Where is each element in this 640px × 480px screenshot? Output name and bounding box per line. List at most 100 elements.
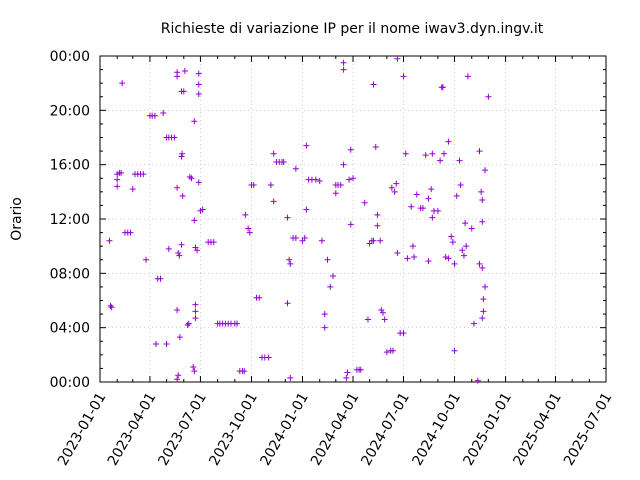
data-point (174, 69, 181, 76)
data-point (459, 247, 466, 254)
data-point (324, 256, 331, 263)
data-point (192, 308, 199, 315)
x-tick-label: 2024-01-01 (257, 390, 312, 468)
data-point (440, 150, 447, 157)
data-point (361, 199, 368, 206)
data-point (312, 176, 319, 183)
data-point (372, 144, 379, 151)
y-tick-label: 12:00 (50, 212, 90, 228)
data-point (107, 302, 114, 309)
x-tick-label: 2023-01-01 (55, 390, 110, 468)
data-point (190, 364, 197, 371)
data-point (337, 182, 344, 189)
data-point (184, 321, 191, 328)
data-point (470, 320, 477, 327)
data-point (192, 315, 199, 322)
data-point (270, 150, 277, 157)
data-point (284, 214, 291, 221)
data-point (185, 320, 192, 327)
x-tick-label: 2023-04-01 (105, 390, 160, 468)
data-point (402, 150, 409, 157)
x-ticks: 2023-01-012023-04-012023-07-012023-10-01… (55, 390, 616, 468)
data-point (343, 374, 350, 381)
points (106, 55, 492, 384)
y-tick-label: 16:00 (50, 158, 90, 174)
data-point (478, 188, 485, 195)
data-point (160, 110, 167, 117)
data-point (195, 179, 202, 186)
data-point (350, 175, 356, 182)
data-point (301, 235, 308, 242)
data-point (179, 150, 186, 157)
data-point (364, 316, 371, 323)
data-point (327, 283, 334, 290)
data-point (391, 188, 398, 195)
data-point (192, 301, 199, 308)
data-point (468, 225, 475, 232)
data-point (176, 334, 183, 341)
data-point (357, 366, 364, 373)
data-point (429, 150, 436, 157)
data-point (393, 180, 400, 187)
data-point (242, 211, 249, 218)
x-tick-label: 2023-07-01 (155, 390, 210, 468)
data-point (460, 252, 467, 259)
data-point (191, 118, 198, 125)
data-point (370, 237, 377, 244)
data-point (318, 237, 325, 244)
data-point (437, 157, 444, 164)
data-point (153, 340, 160, 347)
data-point (428, 186, 435, 193)
data-point (292, 235, 299, 242)
data-point (464, 73, 471, 80)
data-point (347, 146, 354, 153)
data-point (265, 354, 272, 361)
data-point (192, 244, 199, 251)
data-point (157, 275, 164, 282)
data-point (195, 91, 202, 98)
data-point (140, 171, 147, 178)
data-point (280, 158, 287, 165)
data-point (340, 161, 347, 168)
data-point (449, 239, 456, 246)
data-point (174, 184, 181, 191)
data-point (413, 191, 420, 198)
data-point (479, 218, 486, 225)
data-point (400, 330, 407, 337)
data-point (180, 88, 187, 95)
data-point (439, 84, 446, 91)
data-point (191, 368, 198, 375)
data-point (344, 369, 351, 376)
data-point (114, 176, 121, 183)
data-point (245, 225, 252, 232)
data-point (425, 258, 432, 265)
data-point (175, 372, 182, 379)
data-point (370, 81, 377, 88)
y-tick-label: 20:00 (50, 103, 90, 119)
data-point (340, 66, 347, 73)
data-point (234, 320, 241, 327)
data-point (330, 273, 337, 280)
data-point (346, 176, 353, 183)
data-point (480, 296, 487, 303)
data-point (408, 203, 415, 210)
data-point (462, 220, 469, 227)
data-point (241, 368, 248, 375)
data-point (181, 67, 188, 74)
data-point (287, 374, 294, 381)
data-point (108, 304, 115, 311)
data-point (303, 206, 310, 213)
data-point (419, 205, 426, 212)
data-point (178, 153, 185, 160)
data-point (381, 316, 388, 323)
y-tick-label: 08:00 (50, 266, 90, 282)
data-point (270, 198, 277, 205)
data-point (106, 237, 113, 244)
data-point (163, 340, 170, 347)
y-tick-label: 00:00 (50, 375, 90, 391)
data-point (394, 55, 401, 62)
data-point (191, 217, 198, 224)
data-point (287, 260, 294, 267)
data-point (174, 376, 181, 383)
